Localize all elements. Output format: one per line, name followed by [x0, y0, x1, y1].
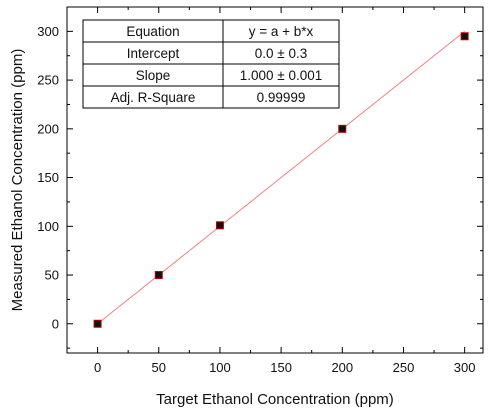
x-axis-title: Target Ethanol Concentration (ppm): [156, 391, 394, 408]
axis-ticks: 0 50 100 150 200 250 300 0 50 100 150 200 250 300: [37, 6, 483, 375]
x-tick-label: 100: [209, 360, 231, 375]
y-tick-label: 150: [37, 170, 59, 185]
y-axis-title: Measured Ethanol Concentration (ppm): [9, 49, 26, 312]
y-tick-label: 50: [45, 268, 59, 283]
fit-table-value: 1.000 ± 0.001: [240, 68, 322, 83]
data-point: [338, 124, 347, 133]
y-tick-label: 0: [52, 316, 59, 331]
fit-table-value: y = a + b*x: [249, 24, 314, 39]
y-tick-label: 200: [37, 121, 59, 136]
data-point: [215, 221, 224, 230]
x-tick-label: 50: [152, 360, 166, 375]
fit-table-label: Intercept: [127, 46, 180, 61]
fit-results-table: Equation y = a + b*x Intercept 0.0 ± 0.3 Slo…: [82, 19, 340, 109]
x-tick-label: 200: [331, 360, 353, 375]
x-tick-label: 250: [393, 360, 415, 375]
y-tick-label: 100: [37, 219, 59, 234]
fit-table-label: Equation: [126, 24, 179, 39]
data-points: [93, 32, 469, 328]
fit-table-value: 0.0 ± 0.3: [255, 46, 307, 61]
y-tick-label: 250: [37, 73, 59, 88]
data-point: [93, 319, 102, 328]
fit-table-value: 0.99999: [257, 90, 306, 105]
plot-frame: [66, 6, 484, 354]
x-tick-label: 0: [94, 360, 101, 375]
x-tick-label: 300: [454, 360, 476, 375]
x-tick-label: 150: [270, 360, 292, 375]
fit-table-label: Slope: [136, 68, 171, 83]
data-point: [460, 32, 469, 41]
data-point: [154, 271, 163, 280]
y-tick-label: 300: [37, 24, 59, 39]
fit-table-label: Adj. R-Square: [111, 90, 196, 105]
